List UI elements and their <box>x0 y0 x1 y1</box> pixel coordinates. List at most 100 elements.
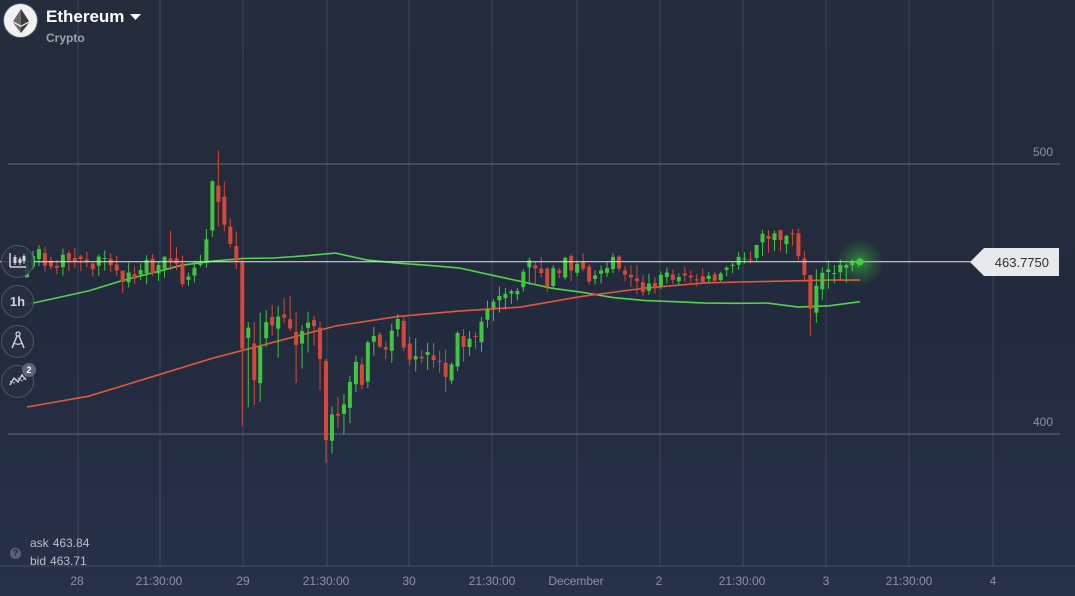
candle <box>36 245 41 267</box>
chart-grid <box>0 0 1075 567</box>
candle <box>228 218 233 248</box>
candle-body <box>246 327 251 338</box>
indicators-button[interactable]: 2 <box>1 363 36 398</box>
candle <box>694 274 699 287</box>
candle-body <box>156 264 161 274</box>
drawing-tools-button[interactable] <box>1 325 34 358</box>
candle <box>258 312 263 402</box>
candle <box>431 342 436 368</box>
chart-type-button[interactable] <box>1 245 34 278</box>
question-icon[interactable]: ? <box>10 548 21 559</box>
candle <box>700 268 705 284</box>
candle <box>419 350 424 364</box>
candle-body <box>443 362 448 377</box>
candle-body <box>168 258 173 261</box>
x-axis-label: 21:30:00 <box>885 574 933 588</box>
candle-body <box>700 276 705 282</box>
candle-body <box>389 330 394 351</box>
candle <box>593 270 598 285</box>
candle <box>479 316 484 352</box>
candle-body <box>150 258 155 274</box>
candle-body <box>515 290 520 295</box>
candle-body <box>736 256 741 265</box>
candle-body <box>784 235 789 245</box>
candle <box>425 342 430 371</box>
candle <box>509 289 514 304</box>
candle-body <box>126 272 131 283</box>
candle <box>491 299 496 322</box>
candle-body <box>413 356 418 360</box>
candle-body <box>491 301 496 308</box>
candle-body <box>90 263 95 270</box>
current-price-tag: 463.7750 <box>970 248 1059 276</box>
timeframe-button[interactable]: 1h <box>1 285 34 318</box>
x-axis-label: 21:30:00 <box>302 574 350 588</box>
candle-body <box>724 267 729 270</box>
candle <box>300 325 305 369</box>
candle <box>204 229 209 268</box>
candle-body <box>527 260 532 268</box>
candle-body <box>485 309 490 320</box>
candle <box>84 251 89 268</box>
current-price-dot <box>856 258 864 266</box>
candle-body <box>138 270 143 275</box>
x-axis-label: 21:30:00 <box>718 574 766 588</box>
candle-body <box>617 256 622 269</box>
candle-body <box>204 239 209 264</box>
candle-body <box>754 245 759 258</box>
chevron-down-icon[interactable] <box>130 8 142 26</box>
x-axis-label: 30 <box>402 574 416 588</box>
candle <box>72 248 77 268</box>
candle-body <box>545 268 550 287</box>
candle <box>365 340 370 389</box>
candle-body <box>78 256 83 260</box>
candle <box>138 263 143 281</box>
candle <box>156 261 161 281</box>
x-axis-label: 4 <box>989 574 997 588</box>
candle-body <box>802 258 807 275</box>
candle-body <box>282 314 287 318</box>
candle-body <box>198 262 203 265</box>
candle-body <box>551 268 556 287</box>
candle-body <box>623 270 627 275</box>
candle <box>772 230 777 251</box>
candle-body <box>712 274 717 281</box>
candle-body <box>796 233 801 257</box>
candle <box>832 264 837 284</box>
candle-body <box>646 283 651 291</box>
candle <box>324 358 328 463</box>
candle <box>784 234 789 254</box>
candle <box>318 321 323 390</box>
moving-average-line-2 <box>26 279 860 408</box>
candle-body <box>210 181 215 231</box>
candle-body <box>114 264 119 271</box>
y-axis-label-400: 400 <box>1033 415 1054 429</box>
candle-body <box>509 291 514 294</box>
candle <box>150 254 155 276</box>
candle-body <box>353 361 358 385</box>
candle <box>826 260 831 289</box>
candle <box>718 271 723 282</box>
bid-value: 463.71 <box>50 554 87 568</box>
x-axis-label: December <box>548 574 604 588</box>
candle <box>575 260 580 277</box>
ask-value: 463.84 <box>52 536 90 550</box>
candle-body <box>186 276 191 280</box>
candle <box>682 267 687 282</box>
candle <box>270 304 275 336</box>
candle <box>54 260 59 275</box>
ask-label: ask <box>30 536 49 550</box>
candle <box>198 254 203 267</box>
asset-header[interactable]: Ethereum Crypto <box>4 4 142 45</box>
candle-body <box>437 360 442 362</box>
candle-body <box>258 346 263 384</box>
candle <box>545 267 550 293</box>
x-axis-label: 2 <box>655 574 663 588</box>
candle <box>533 262 538 285</box>
candlestick-chart-icon <box>8 252 27 271</box>
candle-body <box>347 381 352 408</box>
candle <box>443 349 448 393</box>
ethereum-logo-icon <box>4 4 37 37</box>
candle <box>102 250 107 271</box>
